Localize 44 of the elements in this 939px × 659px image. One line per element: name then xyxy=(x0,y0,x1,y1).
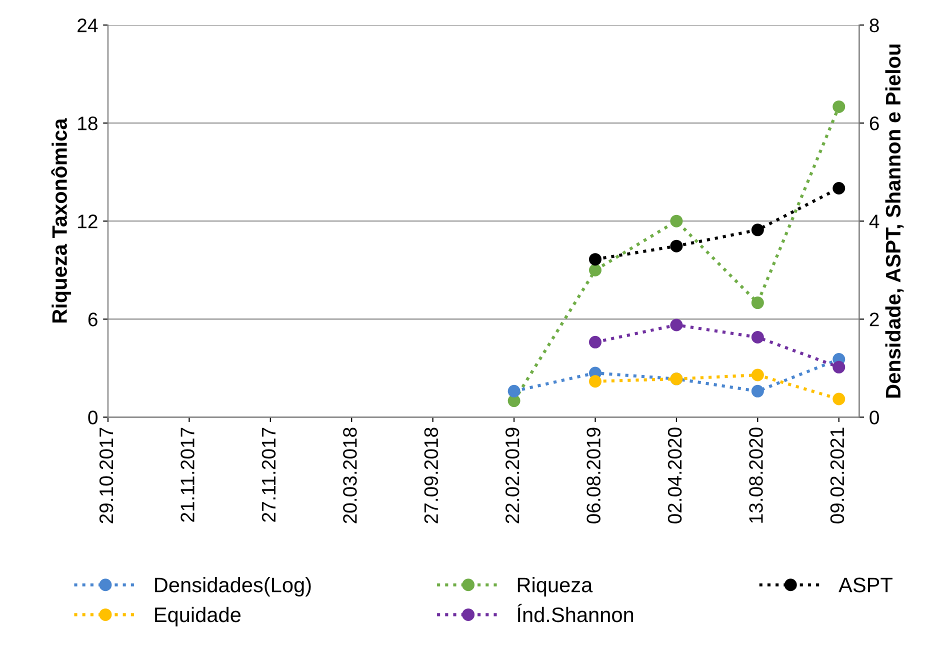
x-tick-label: 27.11.2017 xyxy=(262,428,276,522)
x-tick-label: 09.02.2021 xyxy=(830,428,844,524)
y2-tick-label: 2 xyxy=(870,312,879,326)
legend-label: Densidades(Log) xyxy=(155,577,311,596)
point xyxy=(751,224,764,236)
x-tick-label: 02.04.2020 xyxy=(668,428,682,524)
x-tick-label: 21.11.2017 xyxy=(180,428,194,522)
point xyxy=(751,384,764,398)
y2-tick-label: 8 xyxy=(870,18,879,32)
y2-tick-label: 4 xyxy=(869,214,880,228)
point xyxy=(832,182,846,195)
point xyxy=(589,253,602,266)
y-axis-title: Riqueza Taxonômica xyxy=(51,118,72,323)
point xyxy=(751,331,764,344)
legend-label: Índ.Shannon xyxy=(518,604,634,622)
point xyxy=(832,360,846,374)
point xyxy=(589,375,602,388)
point xyxy=(589,336,602,348)
y2-tick-label: 0 xyxy=(870,410,879,424)
point xyxy=(751,296,764,310)
x-tick-label: 22.02.2019 xyxy=(505,428,520,524)
legend-label: Riqueza xyxy=(518,577,593,596)
x-tick-label: 29.10.2017 xyxy=(99,428,114,524)
x-tick-label: 13.08.2020 xyxy=(749,428,763,523)
y-tick-label: 0 xyxy=(88,410,98,424)
x-tick-label: 20.03.2018 xyxy=(343,428,357,524)
point xyxy=(670,240,683,252)
x-tick-label: 06.08.2019 xyxy=(586,428,600,524)
point xyxy=(832,392,846,406)
x-tick-label: 27.09.2018 xyxy=(424,428,438,524)
legend-label: ASPT xyxy=(838,578,892,592)
y-tick-label: 24 xyxy=(78,18,98,32)
point xyxy=(832,100,846,113)
y-tick-label: 6 xyxy=(88,312,98,326)
point xyxy=(589,264,602,276)
y2-axis-title: Densidade, ASPT, Shannon e Pielou xyxy=(885,44,904,398)
point xyxy=(508,384,520,398)
y2-tick-label: 6 xyxy=(870,116,879,130)
y-tick-label: 12 xyxy=(78,214,98,228)
point xyxy=(751,368,764,382)
point xyxy=(670,214,683,228)
point xyxy=(670,318,683,332)
legend-label: Equidade xyxy=(155,606,241,626)
y-tick-label: 18 xyxy=(78,116,98,130)
